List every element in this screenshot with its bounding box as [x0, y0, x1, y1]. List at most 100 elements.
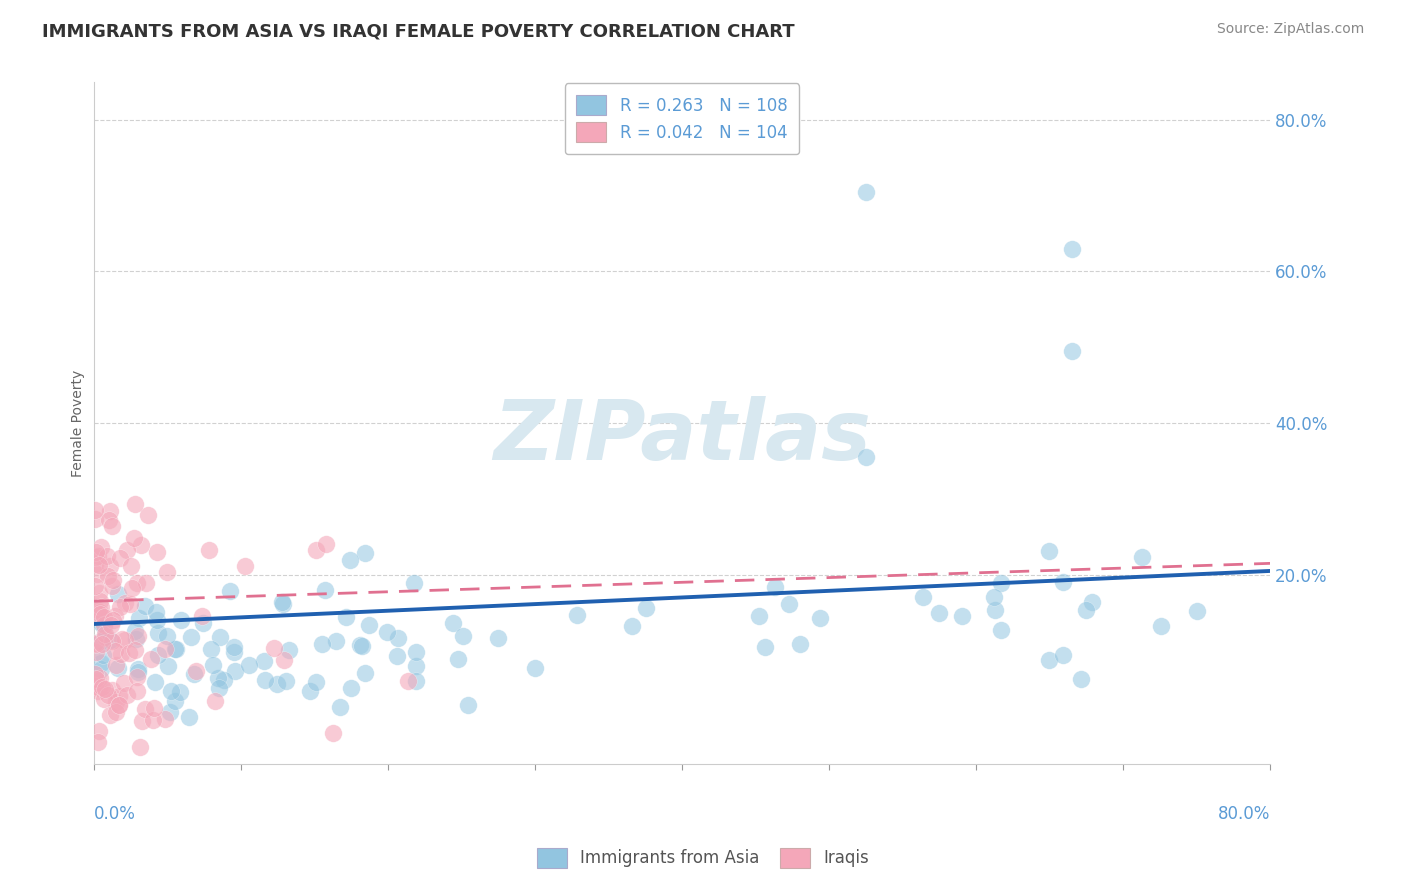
Point [270, 595, 292, 609]
Point [115, 542, 138, 557]
Point [98, 559, 121, 574]
Point [202, 658, 225, 673]
Point [1130, 549, 1153, 564]
Legend: R = 0.263   N = 108, R = 0.042   N = 104: R = 0.263 N = 108, R = 0.042 N = 104 [565, 84, 799, 154]
Point [190, 609, 212, 624]
Point [84, 550, 107, 565]
Point [114, 633, 136, 648]
Point [314, 583, 336, 598]
Point [84, 557, 107, 571]
Point [84, 672, 107, 686]
Point [156, 566, 179, 580]
Point [122, 531, 145, 545]
Point [565, 607, 588, 622]
Point [387, 631, 409, 645]
Point [457, 698, 479, 712]
Point [212, 673, 235, 688]
Point [315, 537, 337, 551]
Point [96, 549, 118, 563]
Point [143, 701, 166, 715]
Point [124, 624, 146, 638]
Point [107, 587, 129, 601]
Point [104, 695, 127, 709]
Point [159, 705, 181, 719]
Point [1060, 242, 1083, 256]
Point [145, 613, 167, 627]
Legend: Immigrants from Asia, Iraqis: Immigrants from Asia, Iraqis [530, 841, 876, 875]
Point [789, 637, 811, 651]
Point [84, 602, 107, 616]
Point [100, 617, 122, 632]
Point [191, 615, 214, 630]
Point [86, 645, 108, 659]
Point [405, 645, 427, 659]
Point [207, 671, 229, 685]
Point [855, 185, 877, 199]
Point [156, 629, 179, 643]
Point [253, 654, 276, 668]
Point [349, 638, 371, 652]
Point [136, 508, 159, 522]
Point [523, 661, 546, 675]
Point [1150, 619, 1173, 633]
Point [89, 605, 111, 619]
Point [89, 671, 111, 685]
Point [89, 681, 111, 695]
Point [94, 627, 117, 641]
Point [101, 683, 124, 698]
Point [184, 664, 207, 678]
Point [375, 624, 398, 639]
Point [104, 644, 127, 658]
Point [127, 684, 149, 698]
Point [146, 648, 169, 663]
Point [277, 643, 299, 657]
Point [754, 640, 776, 654]
Point [107, 661, 129, 675]
Point [405, 673, 427, 688]
Point [104, 608, 127, 623]
Point [441, 615, 464, 630]
Point [127, 665, 149, 679]
Point [87, 734, 110, 748]
Point [329, 700, 352, 714]
Point [353, 665, 375, 680]
Point [224, 664, 246, 678]
Point [127, 661, 149, 675]
Point [153, 642, 176, 657]
Point [169, 685, 191, 699]
Point [124, 497, 146, 511]
Point [222, 640, 245, 655]
Y-axis label: Female Poverty: Female Poverty [72, 369, 86, 476]
Point [98, 708, 121, 723]
Point [93, 691, 115, 706]
Point [94, 630, 117, 644]
Point [1080, 595, 1102, 609]
Point [131, 714, 153, 728]
Point [305, 542, 328, 557]
Point [97, 513, 120, 527]
Point [1052, 648, 1074, 662]
Point [124, 643, 146, 657]
Point [107, 698, 129, 712]
Text: 0.0%: 0.0% [94, 805, 135, 823]
Point [266, 676, 288, 690]
Point [748, 609, 770, 624]
Point [127, 629, 149, 643]
Point [87, 549, 110, 563]
Point [1070, 673, 1092, 687]
Point [127, 670, 149, 684]
Point [118, 646, 141, 660]
Point [157, 659, 180, 673]
Point [89, 609, 111, 624]
Point [90, 540, 112, 554]
Point [177, 709, 200, 723]
Point [110, 647, 132, 661]
Point [447, 652, 470, 666]
Point [359, 618, 381, 632]
Point [274, 673, 297, 688]
Point [93, 681, 115, 696]
Point [111, 632, 134, 646]
Point [86, 637, 108, 651]
Point [1038, 652, 1060, 666]
Point [153, 712, 176, 726]
